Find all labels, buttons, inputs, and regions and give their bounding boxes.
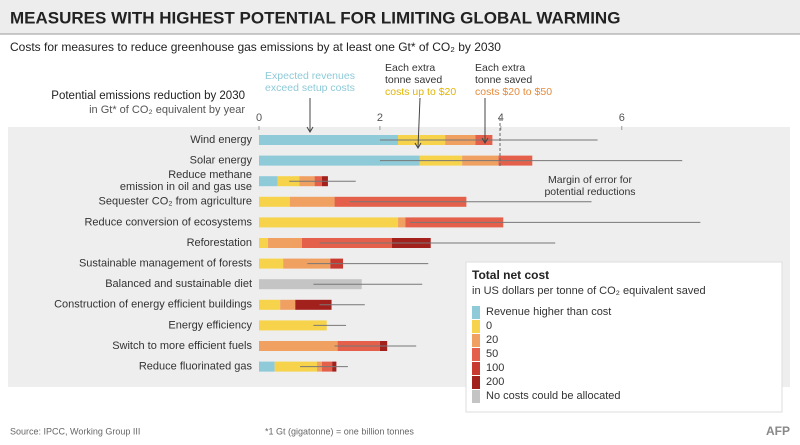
bar-segment [280,299,296,310]
annotation: Margin of error for [548,174,633,186]
axis-label: in Gt* of CO₂ equivalent by year [89,104,245,116]
annotation-arrow [417,97,421,149]
bar-segment [277,176,300,187]
legend-swatch [472,362,480,375]
bar-segment [259,135,399,145]
annotation: costs $20 to $50 [475,86,552,98]
legend-label: Revenue higher than cost [486,306,611,318]
arrow-head [306,126,314,133]
axis-label: Potential emissions reduction by 2030 [51,90,245,102]
bar-segment [259,196,290,207]
bar-segment [259,217,399,228]
chart-subtitle: Costs for measures to reduce greenhouse … [10,40,501,54]
legend-swatch [472,306,480,319]
annotation: exceed setup costs [265,82,355,94]
arrow-head [481,137,489,144]
bar-segment [259,155,420,166]
category-label: Solar energy [190,155,253,167]
x-tick-label: 4 [498,112,504,124]
category-label: Energy efficiency [168,319,252,331]
title-band [0,0,800,34]
category-line: Reduce methane [168,169,252,181]
legend-swatch [472,320,480,333]
x-tick-label: 0 [256,112,262,124]
legend-title: Total net cost [472,268,549,282]
bar-segment [259,238,269,248]
x-tick-label: 2 [377,112,383,124]
bar-segment [259,320,327,331]
annotation: Expected revenues [265,70,355,82]
bar-segment [259,176,278,187]
annotation: costs up to $20 [385,86,456,98]
bar-segment [259,279,362,290]
category-label: Sequester CO₂ from agriculture [99,196,252,208]
legend-label: 100 [486,362,504,374]
annotation: tonne saved [385,74,442,86]
bar-segment [268,238,302,248]
legend-box [465,261,783,413]
annotation: Each extra [385,62,435,74]
annotation: tonne saved [475,74,532,86]
legend-swatch [472,334,480,347]
footnote: *1 Gt (gigatonne) = one billion tonnes [265,426,414,436]
chart-title: MEASURES WITH HIGHEST POTENTIAL FOR LIMI… [10,8,620,27]
bar-segment [289,196,335,207]
legend-label: 200 [486,376,504,388]
legend-subtitle: in US dollars per tonne of CO₂ equivalen… [472,285,706,297]
bar-segment [274,361,318,372]
category-label: Construction of energy efficient buildin… [54,299,252,311]
category-label: Balanced and sustainable diet [105,278,252,290]
category-label: Sustainable management of forests [79,258,253,270]
category-label: Reduce methane emission in oil and gas us… [120,169,252,193]
bar-segment [259,258,284,269]
x-tick-label: 6 [619,112,625,124]
annotation: potential reductions [544,186,635,198]
bar-segment [295,299,332,310]
arrow-head [414,142,422,149]
legend-swatch [472,376,480,389]
legend-label: 50 [486,348,498,360]
category-line: emission in oil and gas use [120,181,252,193]
legend-label: 0 [486,320,492,332]
category-label: Reduce fluorinated gas [139,361,253,373]
annotation: Each extra [475,62,525,74]
bar-segment [259,341,338,351]
legend-label: 20 [486,334,498,346]
category-label: Reduce conversion of ecosystems [84,216,252,228]
legend-label: No costs could be allocated [486,390,621,402]
bar-segment [259,361,275,372]
category-label: Switch to more efficient fuels [112,340,252,352]
bar-segment [398,217,406,228]
category-label: Reforestation [187,237,252,249]
source: Source: IPCC, Working Group III [10,426,140,436]
category-label: Wind energy [190,134,252,146]
legend-swatch [472,348,480,361]
credit: AFP [766,424,790,438]
legend-swatch [472,390,480,403]
bar-segment [259,299,281,310]
bar-segment [283,258,331,269]
